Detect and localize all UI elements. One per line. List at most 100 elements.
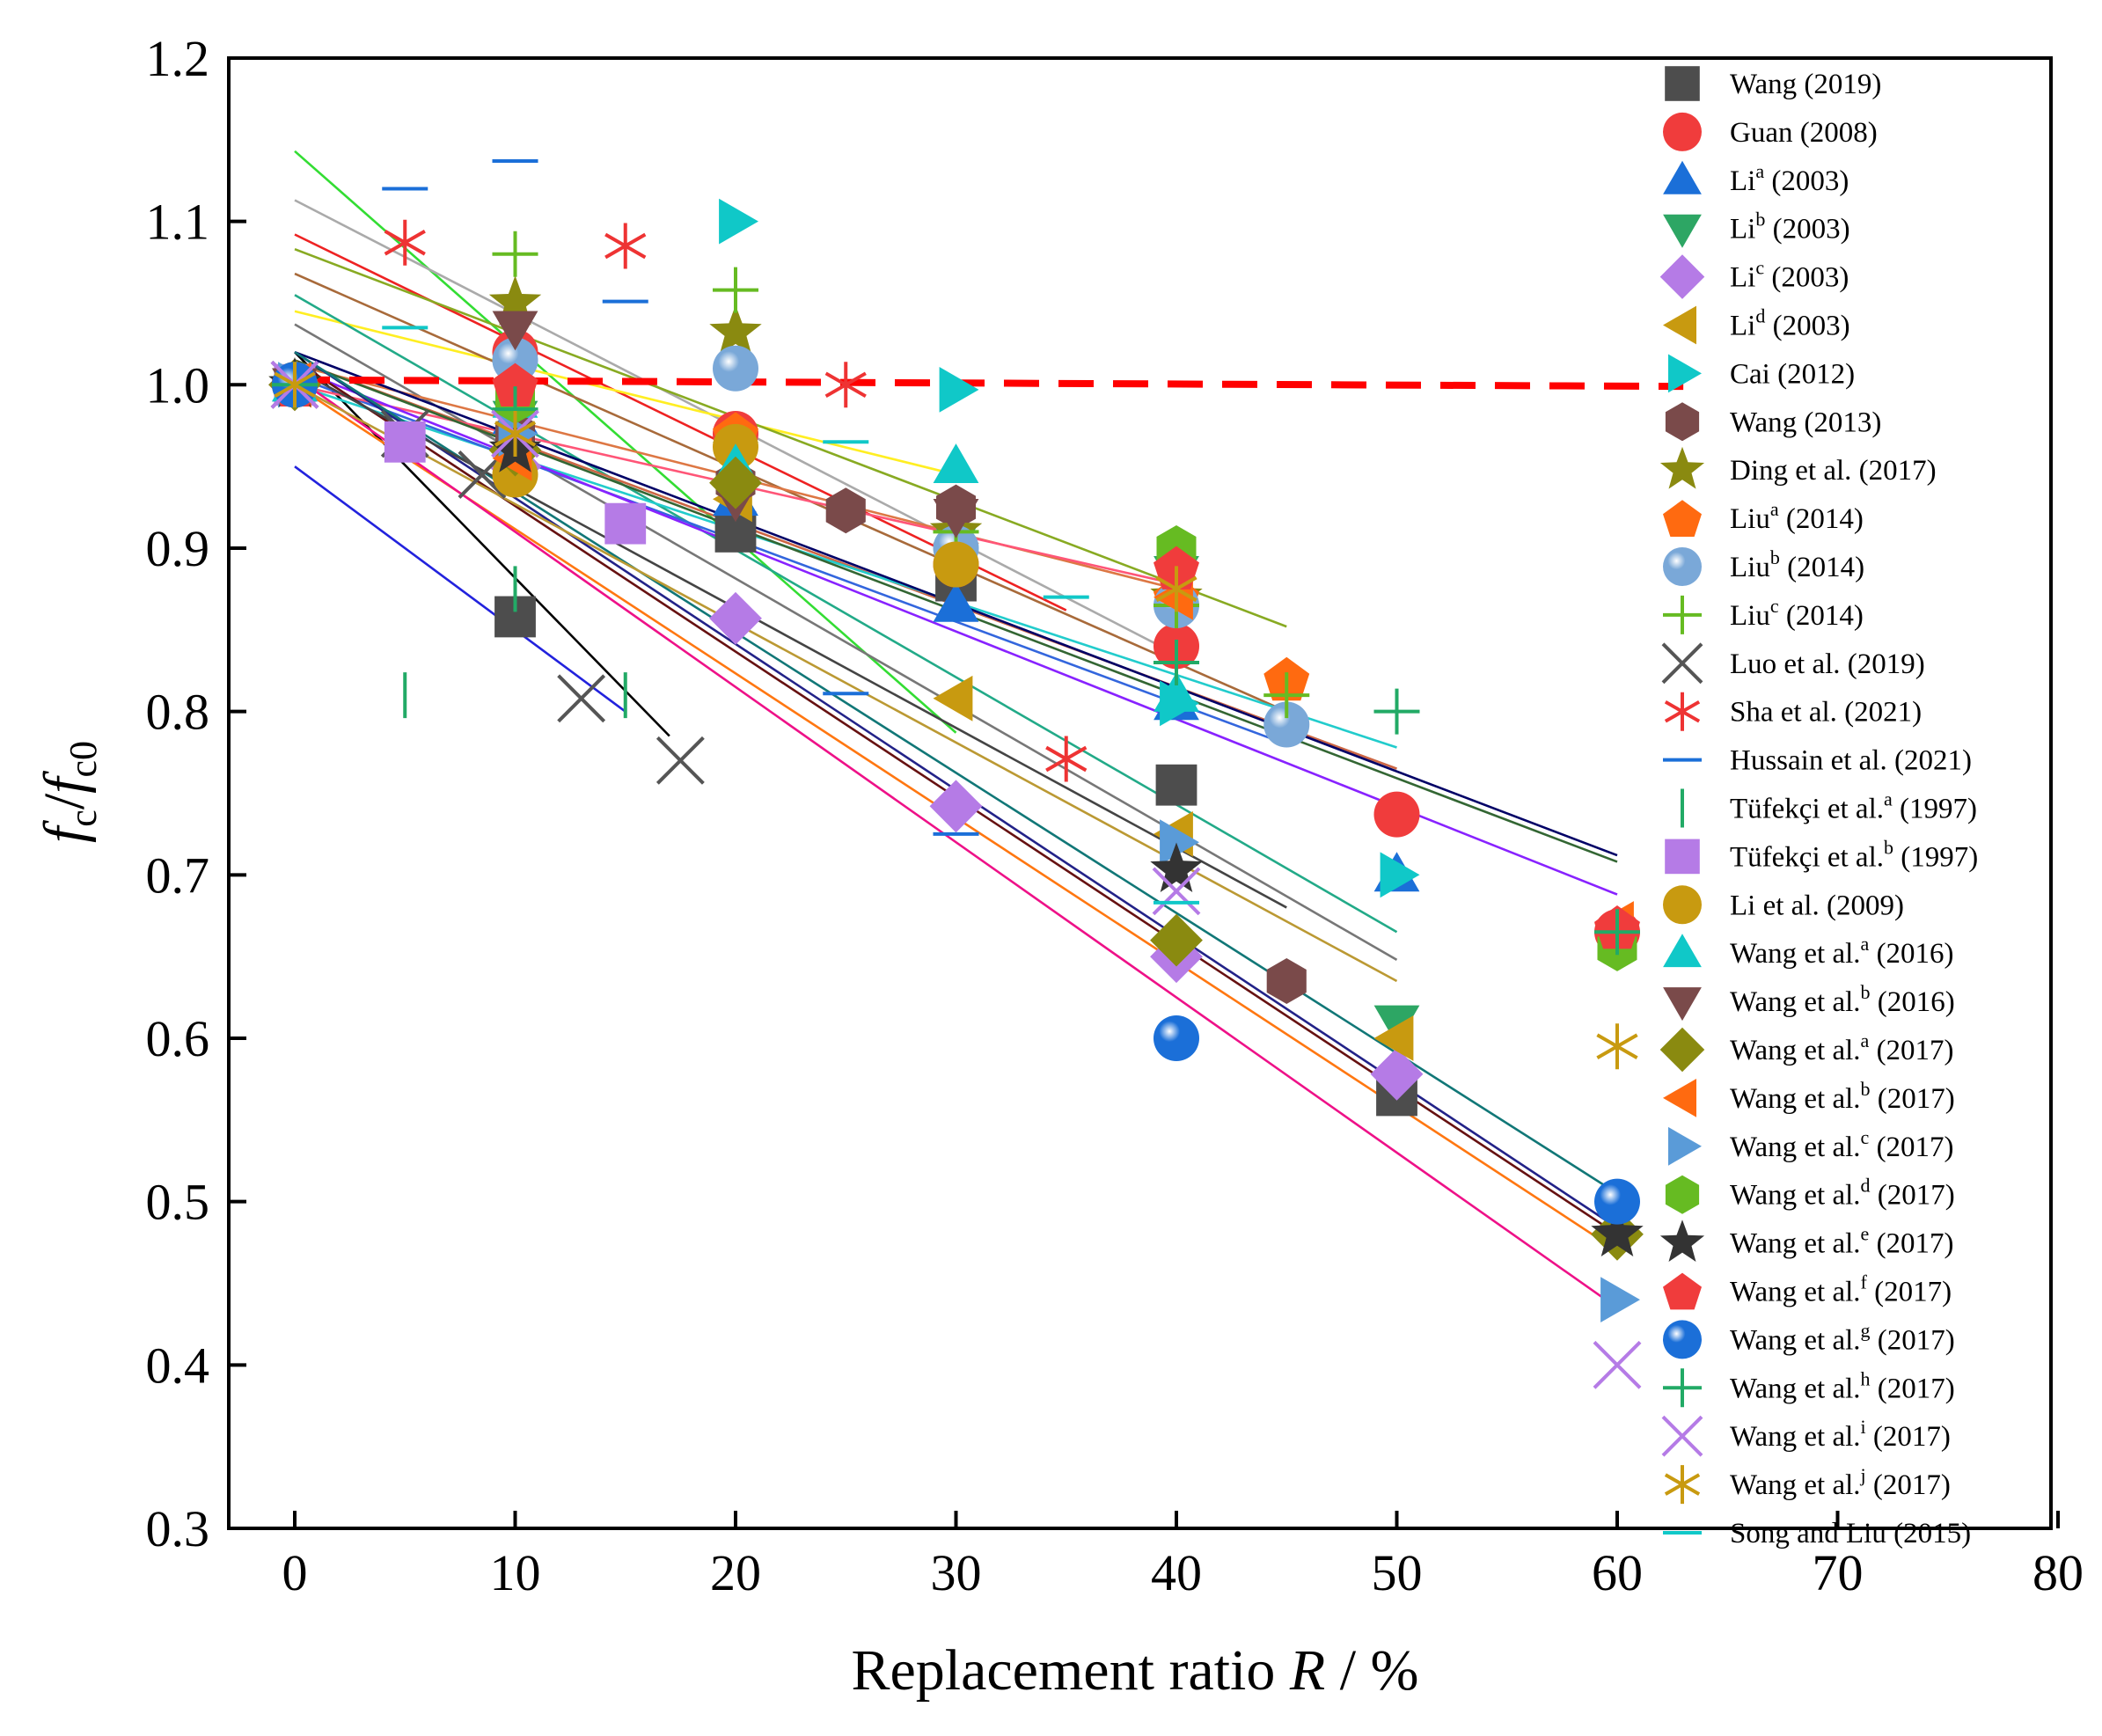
legend-entry: Wang et al.c (2017) <box>1668 1126 1954 1166</box>
x-tick-label: 60 <box>1592 1544 1643 1601</box>
legend-entry: Wang (2013) <box>1665 402 1881 442</box>
data-point <box>1594 909 1640 956</box>
legend-marker <box>1663 547 1702 586</box>
legend-entry: Lic (2003) <box>1659 254 1849 299</box>
y-tick-label: 0.9 <box>146 520 210 577</box>
data-point <box>933 499 979 538</box>
legend-entry: Liub (2014) <box>1663 546 1864 586</box>
legend-label: Liua (2014) <box>1730 498 1864 535</box>
data-point <box>1591 1206 1644 1256</box>
legend-label: Wang (2013) <box>1730 407 1881 438</box>
y-tick-label: 1.1 <box>146 194 210 251</box>
data-point <box>494 411 537 458</box>
legend-marker <box>1659 1220 1705 1262</box>
legend-marker <box>1663 500 1702 537</box>
legend-label: Wang et al.b (2017) <box>1730 1078 1955 1115</box>
fit-line <box>294 367 1287 909</box>
y-tick-label: 0.5 <box>146 1174 210 1231</box>
legend-entry: Wang et al.e (2017) <box>1659 1220 1954 1262</box>
data-point <box>1150 842 1203 892</box>
legend-entry: Cai (2012) <box>1668 354 1855 393</box>
data-point <box>1150 913 1203 967</box>
data-point <box>929 780 983 833</box>
data-point <box>1370 1047 1424 1101</box>
data-point <box>1596 1023 1638 1070</box>
data-point <box>939 367 979 413</box>
x-tick-label: 10 <box>490 1544 541 1601</box>
x-tick-label: 40 <box>1151 1544 1202 1601</box>
data-point <box>709 591 762 645</box>
fit-line <box>294 323 1398 961</box>
plot-frame <box>227 56 2053 1530</box>
legend-label: Wang et al.d (2017) <box>1730 1175 1955 1212</box>
legend-label: Wang et al.j (2017) <box>1730 1464 1951 1501</box>
legend-marker <box>1663 595 1702 634</box>
axes <box>227 55 2060 1530</box>
tick-labels: 0 10 20 30 40 50 60 70 80 0.3 0.4 0.5 0.6 0.7 0.8 0.9 1.… <box>146 30 2084 1601</box>
data-point <box>1155 764 1197 806</box>
legend-marker <box>1664 692 1701 731</box>
legend-label: Wang et al.g (2017) <box>1730 1319 1955 1356</box>
data-point <box>1266 958 1307 1004</box>
legend-marker <box>1664 1465 1701 1505</box>
legend-entry: Wang et al.a (2016) <box>1663 933 1954 970</box>
data-point <box>825 487 866 534</box>
data-point <box>492 231 538 277</box>
legend-label: Liub (2014) <box>1730 546 1864 583</box>
legend-label: Wang et al.a (2016) <box>1730 933 1954 970</box>
fit-line <box>294 272 1287 713</box>
legend-entry: Ding et al. (2017) <box>1659 446 1937 489</box>
legend-entry: Guan (2008) <box>1663 112 1878 151</box>
x-tick-label: 30 <box>931 1544 982 1601</box>
data-point <box>1152 867 1201 916</box>
legend-entry: Li et al. (2009) <box>1663 885 1904 925</box>
y-tick-label: 0.7 <box>146 846 210 904</box>
legend: Wang (2019) Guan (2008) Lia (2003) Lib (200… <box>1659 66 1978 1549</box>
data-point <box>1154 1014 1199 1061</box>
data-point <box>1380 852 1420 898</box>
fit-line <box>294 375 1618 1309</box>
legend-label: Song and Liu (2015) <box>1730 1518 1971 1549</box>
legend-label: Wang et al.i (2017) <box>1730 1416 1951 1453</box>
legend-label: Hussain et al. (2021) <box>1730 745 1972 777</box>
data-point <box>933 582 979 622</box>
legend-label: Wang et al.c (2017) <box>1730 1126 1954 1163</box>
data-point <box>933 443 979 483</box>
legend-label: Tüfekçi et al.a (1997) <box>1730 788 1977 825</box>
legend-marker <box>1663 1079 1696 1117</box>
data-point <box>384 219 426 266</box>
legend-marker <box>1663 1320 1702 1359</box>
legend-entry: Wang et al.d (2017) <box>1665 1175 1955 1214</box>
x-tick-label: 70 <box>1813 1544 1864 1601</box>
legend-entry: Liuc (2014) <box>1663 595 1864 634</box>
fit-line <box>294 465 626 713</box>
legend-entry: Liua (2014) <box>1663 498 1864 537</box>
fit-line <box>294 375 1287 746</box>
legend-label: Tüfekçi et al.b (1997) <box>1730 836 1978 873</box>
data-point <box>709 304 762 355</box>
legend-label: Wang et al.a (2017) <box>1730 1029 1954 1066</box>
legend-marker <box>1668 354 1702 393</box>
data-point <box>1160 819 1199 866</box>
legend-marker <box>1661 642 1703 685</box>
legend-entry: Wang et al.a (2017) <box>1659 1027 1954 1073</box>
y-tick-label: 1.0 <box>146 356 210 414</box>
x-tick-label: 0 <box>282 1544 308 1601</box>
legend-entry: Lia (2003) <box>1663 160 1849 197</box>
legend-marker <box>1663 1272 1702 1310</box>
legend-marker <box>1665 66 1700 101</box>
legend-label: Liuc (2014) <box>1730 595 1864 632</box>
data-point <box>604 502 647 545</box>
y-tick-label: 0.4 <box>146 1337 210 1394</box>
y-axis-title: fc/fc0 <box>33 741 105 843</box>
legend-label: Lic (2003) <box>1730 257 1849 294</box>
legend-marker <box>1663 987 1702 1022</box>
data-point <box>1373 1005 1420 1045</box>
legend-label: Ding et al. (2017) <box>1730 455 1937 487</box>
legend-entry: Wang et al.h (2017) <box>1663 1367 1955 1408</box>
legend-label: Luo et al. (2019) <box>1730 648 1925 680</box>
fit-line <box>294 310 956 476</box>
data-point <box>933 541 979 588</box>
data-point <box>1373 791 1420 838</box>
